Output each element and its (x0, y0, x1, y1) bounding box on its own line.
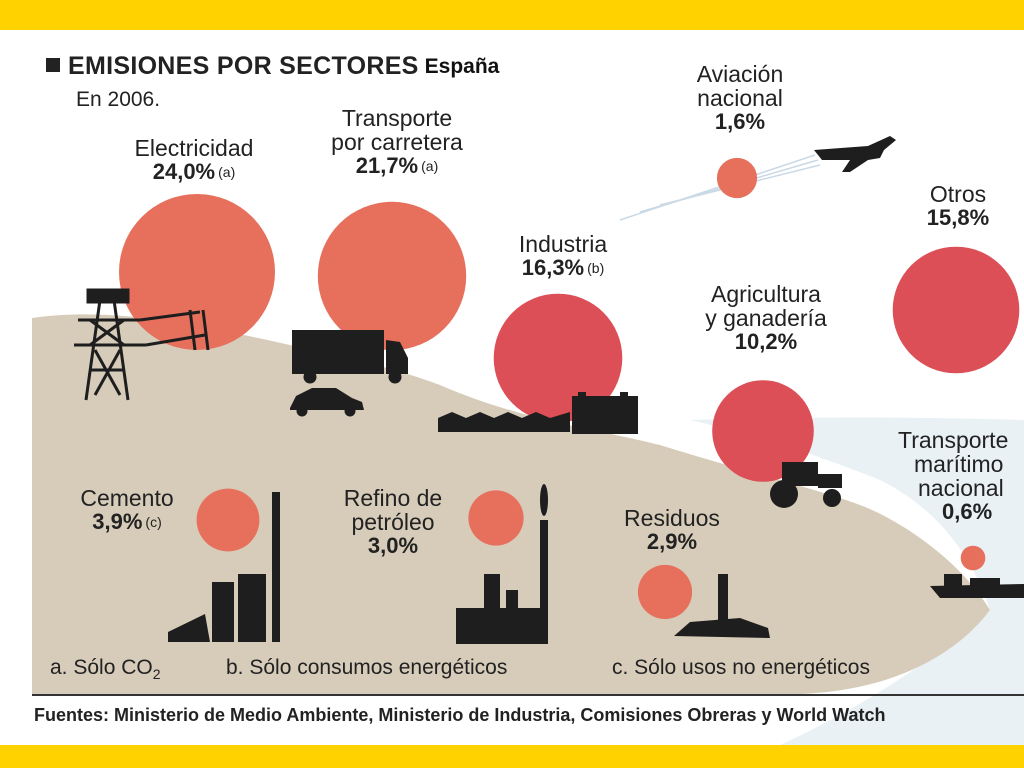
bubble-refino-de-petróleo (468, 490, 524, 546)
sector-value: 16,3% (b) (521, 255, 605, 280)
tractor-icon (770, 462, 842, 508)
sector-name: Cemento (80, 485, 174, 511)
title-square-icon (46, 57, 60, 72)
footnote-a: a. Sólo CO2 (50, 656, 161, 683)
car-icon (290, 388, 364, 417)
sector-name-line2: por carretera (331, 129, 463, 155)
sector-value: 10,2% (734, 329, 798, 354)
sector-name-line1: Agricultura (711, 281, 821, 307)
sector-value: 21,7% (a) (355, 153, 439, 178)
sector-note: (a) (218, 164, 236, 180)
sector-name: Industria (518, 231, 608, 257)
sector-name-line1: Transporte (898, 427, 1009, 453)
sector-name-line3: nacional (918, 475, 1004, 501)
label-electricidad: Electricidad 24,0% (a) (112, 136, 276, 184)
label-transporte-carretera: Transporte por carretera 21,7% (a) (304, 106, 490, 178)
sector-value: 15,8% (926, 205, 990, 230)
chart-title: EMISIONES POR SECTORES (68, 52, 419, 80)
bubble-agricultura-y-ganadería (712, 380, 814, 482)
cement-plant-icon (168, 492, 280, 642)
bubble-industria (493, 293, 623, 423)
sector-value: 2,9% (646, 529, 698, 554)
label-aviacion: Aviación nacional 1,6% (672, 62, 808, 134)
bubble-otros (892, 246, 1020, 374)
bubble-layer (119, 157, 1020, 620)
power-tower-icon (74, 288, 210, 401)
ship-icon (930, 574, 1024, 598)
factory-icon (438, 392, 638, 434)
footnote-b: b. Sólo consumos energéticos (226, 656, 508, 679)
label-industria: Industria 16,3% (b) (496, 232, 630, 280)
truck-icon (292, 330, 408, 384)
sector-value: 3,9% (c) (92, 509, 162, 534)
sector-name: Residuos (624, 505, 720, 531)
sector-name-line1: Transporte (341, 105, 453, 131)
bubble-aviación-nacional (716, 157, 758, 199)
sector-value: 0,6% (942, 499, 993, 524)
sector-value: 24,0% (a) (152, 159, 236, 184)
label-agricultura: Agricultura y ganadería 10,2% (680, 282, 852, 354)
label-residuos: Residuos 2,9% (604, 506, 740, 554)
chart-region: España (424, 54, 500, 78)
label-otros: Otros 15,8% (898, 182, 1018, 230)
icons-layer (74, 136, 1024, 644)
sector-value: 1,6% (714, 109, 766, 134)
sector-name-line2: nacional (697, 85, 783, 111)
bubble-electricidad (119, 194, 275, 350)
waste-icon (674, 574, 770, 638)
sea-area (690, 417, 1024, 745)
sector-name-line1: Refino de (343, 485, 443, 511)
sector-name: Electricidad (134, 135, 254, 161)
label-refino: Refino de petróleo 3,0% (330, 486, 456, 558)
sector-value: 3,0% (367, 533, 419, 558)
sector-note: (a) (421, 158, 439, 174)
top-yellow-band (0, 0, 1024, 30)
bubble-residuos (637, 564, 693, 620)
divider-line (32, 694, 1024, 696)
bubble-transporte-por-carretera (317, 201, 467, 351)
bubble-transporte-marítimo-nacional (960, 545, 986, 571)
sector-name-line2: petróleo (351, 509, 435, 535)
chart-title-block: EMISIONES POR SECTORES España (46, 52, 499, 81)
bottom-yellow-band (0, 745, 1024, 768)
sources-text: Fuentes: Ministerio de Medio Ambiente, M… (34, 705, 886, 725)
airplane-icon (814, 136, 896, 172)
bubble-cemento (196, 488, 260, 552)
sector-note: (c) (145, 514, 162, 530)
label-transporte-maritimo: Transporte marítimo nacional 0,6% (898, 428, 1024, 524)
sector-note: (b) (587, 260, 605, 276)
refinery-icon (456, 484, 548, 644)
sector-name-line2: y ganadería (705, 305, 827, 331)
label-cemento: Cemento 3,9% (c) (60, 486, 194, 534)
footnote-c: c. Sólo usos no energéticos (612, 656, 870, 679)
chart-subtitle: En 2006. (76, 88, 161, 111)
sector-name-line1: Aviación (696, 61, 784, 87)
sector-name-line2: marítimo (914, 451, 1004, 477)
sector-name: Otros (929, 181, 987, 207)
